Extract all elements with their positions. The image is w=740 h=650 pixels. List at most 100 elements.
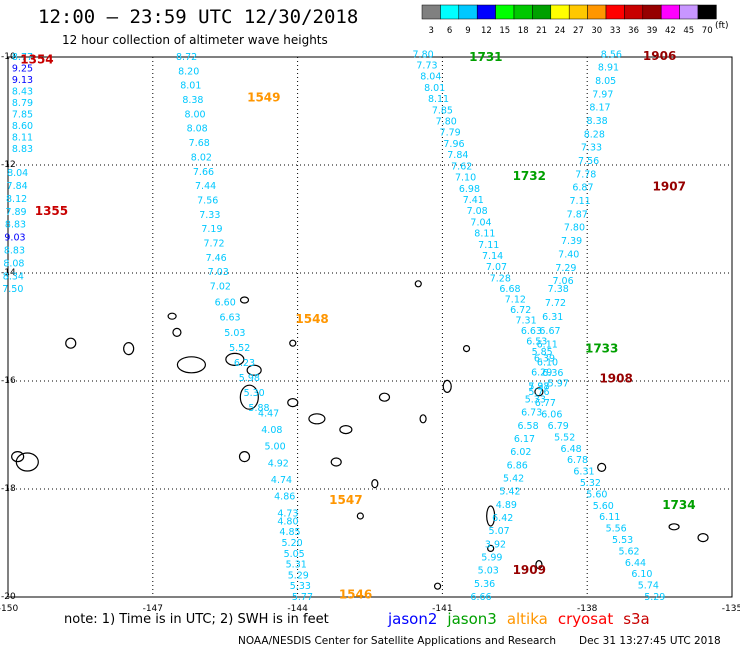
wave-height-value: 5.05 <box>284 549 305 560</box>
footer-source: NOAA/NESDIS Center for Satellite Applica… <box>238 635 556 647</box>
island-outline <box>289 339 297 347</box>
island-outline <box>371 479 379 489</box>
wave-height-value: 6.66 <box>470 592 491 603</box>
color-scale-tick: 45 <box>683 26 694 36</box>
wave-height-value: 5.03 <box>224 328 245 339</box>
island-outline <box>697 532 709 543</box>
wave-height-value: 8.43 <box>12 86 33 97</box>
wave-height-value: 4.92 <box>268 458 289 469</box>
wave-height-value: 5.33 <box>525 395 546 406</box>
wave-height-value: 6.42 <box>492 513 513 524</box>
wave-height-value: 5.60 <box>593 501 614 512</box>
wave-height-value: 7.10 <box>455 173 476 184</box>
island-outline <box>330 457 342 467</box>
wave-height-value: 5.77 <box>292 592 313 603</box>
wave-height-value: 7.73 <box>416 61 437 72</box>
color-swatch <box>697 4 717 20</box>
island-outline <box>433 582 442 590</box>
wave-height-value: 7.85 <box>432 105 453 116</box>
island-outline <box>668 523 680 531</box>
wave-height-value: 6.44 <box>625 558 646 569</box>
wave-height-value: 7.80 <box>413 49 434 60</box>
wave-height-value: 7.56 <box>197 195 218 206</box>
island-outline <box>378 392 391 402</box>
legend-item-jason2: jason2 <box>388 610 438 628</box>
wave-height-value: 8.11 <box>474 229 495 240</box>
color-scale-tick: 36 <box>628 26 639 36</box>
wave-height-value: 6.17 <box>514 434 535 445</box>
legend-note: note: 1) Time is in UTC; 2) SWH is in fe… <box>64 612 329 627</box>
wave-height-value: 6.11 <box>599 512 620 523</box>
wave-height-value: 8.83 <box>12 144 33 155</box>
wave-height-value: 5.98 <box>239 373 260 384</box>
wave-height-value: 8.34 <box>3 271 24 282</box>
wave-height-value: 7.08 <box>467 206 488 217</box>
wave-height-value: 7.29 <box>555 263 576 274</box>
wave-height-value: 7.89 <box>5 207 26 218</box>
wave-height-value: 8.12 <box>6 194 27 205</box>
color-scale-tick: 9 <box>465 26 470 36</box>
wave-height-value: 8.77 <box>12 52 33 63</box>
island-outline <box>487 544 495 553</box>
wave-height-value: 7.12 <box>505 295 526 306</box>
wave-height-value: 9.13 <box>12 75 33 86</box>
wave-height-value: 6.79 <box>548 421 569 432</box>
wave-height-value: 8.04 <box>420 72 441 83</box>
wave-height-value: 7.78 <box>575 169 596 180</box>
island-outline <box>462 345 471 353</box>
wave-height-value: 4.89 <box>496 500 517 511</box>
wave-height-value: 6.63 <box>219 313 240 324</box>
wave-height-value: 5.62 <box>618 546 639 557</box>
legend-item-s3a: s3a <box>623 610 650 628</box>
island-outline <box>246 364 262 376</box>
lat-tick-label: -16 <box>1 376 16 386</box>
wave-height-value: 5.97 <box>548 379 569 390</box>
wave-height-value: 6.53 <box>526 337 547 348</box>
color-scale-tick: 12 <box>481 26 492 36</box>
wave-height-value: 6.63 <box>521 326 542 337</box>
lat-tick-label: -18 <box>1 484 16 494</box>
island-outline <box>238 451 251 463</box>
wave-height-value: 7.07 <box>486 262 507 273</box>
island-outline <box>414 280 422 288</box>
wave-height-value: 7.50 <box>2 284 23 295</box>
wave-height-value: 7.06 <box>552 276 573 287</box>
wave-height-value: 8.56 <box>601 49 622 60</box>
wave-height-value: 5.32 <box>580 478 601 489</box>
wave-height-value: 7.80 <box>564 223 585 234</box>
wave-height-value: 8.83 <box>5 220 26 231</box>
wave-height-value: 4.85 <box>279 527 300 538</box>
wave-height-value: 7.19 <box>201 224 222 235</box>
wave-height-value: 6.06 <box>541 410 562 421</box>
island-outline <box>308 413 326 425</box>
island-outline <box>176 356 207 374</box>
wave-height-value: 6.98 <box>459 184 480 195</box>
island-outline <box>225 352 245 366</box>
color-scale-tick: 6 <box>447 26 452 36</box>
lon-tick-label: -138 <box>577 604 598 614</box>
wave-height-value: 6.68 <box>499 284 520 295</box>
wave-height-value: 6.36 <box>542 368 563 379</box>
wave-height-value: 4.80 <box>277 516 298 527</box>
wave-height-value: 5.52 <box>229 343 250 354</box>
wave-height-value: 7.68 <box>189 138 210 149</box>
wave-height-value: 5.30 <box>244 388 265 399</box>
wave-height-value: 8.08 <box>3 258 24 269</box>
wave-height-value: 8.60 <box>12 121 33 132</box>
color-scale-tick: 30 <box>591 26 602 36</box>
wave-height-value: 8.02 <box>191 152 212 163</box>
wave-height-value: 7.44 <box>195 181 216 192</box>
track-time-label: 1355 <box>35 204 68 218</box>
track-time-label: 1909 <box>513 563 546 577</box>
wave-height-value: 8.91 <box>598 63 619 74</box>
wave-height-value: 6.58 <box>517 421 538 432</box>
wave-height-value: 7.33 <box>581 143 602 154</box>
page-title: 12:00 – 23:59 UTC 12/30/2018 <box>38 6 359 28</box>
wave-height-value: 8.83 <box>4 246 25 257</box>
wave-height-value: 6.60 <box>215 298 236 309</box>
color-scale-tick: 39 <box>647 26 658 36</box>
island-outline <box>123 342 135 356</box>
track-time-label: 1549 <box>247 91 280 105</box>
color-scale-tick: 27 <box>573 26 584 36</box>
